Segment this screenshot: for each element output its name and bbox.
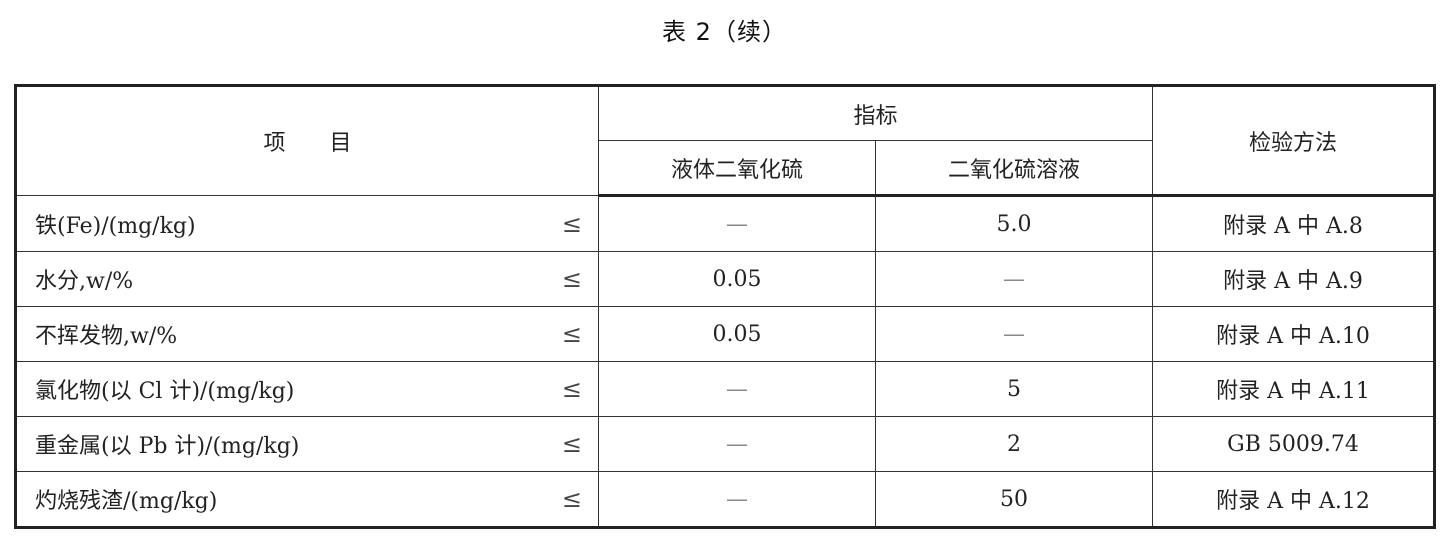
item-label: 不挥发物,w/% bbox=[35, 324, 178, 349]
liquid-so2-value: — bbox=[598, 471, 876, 528]
item-cell: 重金属(以 Pb 计)/(mg/kg) ≤ bbox=[15, 416, 599, 472]
table-row: 氯化物(以 Cl 计)/(mg/kg) ≤ — 5 附录 A 中 A.11 bbox=[15, 361, 1436, 417]
item-cell: 灼烧残渣/(mg/kg) ≤ bbox=[15, 471, 599, 528]
table-row: 灼烧残渣/(mg/kg) ≤ — 50 附录 A 中 A.12 bbox=[15, 471, 1436, 528]
method-value: GB 5009.74 bbox=[1152, 416, 1436, 472]
item-label: 灼烧残渣/(mg/kg) bbox=[35, 489, 218, 514]
item-cell: 铁(Fe)/(mg/kg) ≤ bbox=[15, 195, 599, 252]
less-equal-sign: ≤ bbox=[561, 265, 582, 293]
item-label: 铁(Fe)/(mg/kg) bbox=[35, 213, 196, 239]
less-equal-sign: ≤ bbox=[561, 320, 582, 348]
so2-solution-value: — bbox=[874, 306, 1154, 362]
method-value: 附录 A 中 A.11 bbox=[1152, 361, 1436, 417]
item-label: 水分,w/% bbox=[35, 269, 134, 294]
item-label: 氯化物(以 Cl 计)/(mg/kg) bbox=[35, 379, 295, 404]
table-title: 表 2（续） bbox=[662, 18, 787, 46]
method-value: 附录 A 中 A.9 bbox=[1152, 251, 1436, 307]
item-cell: 水分,w/% ≤ bbox=[15, 251, 599, 307]
item-cell: 不挥发物,w/% ≤ bbox=[15, 306, 599, 362]
spec-table: 项 目 指标 检验方法 液体二氧化硫 二氧化硫溶液 铁(Fe)/(mg/kg) ≤… bbox=[14, 84, 1437, 529]
header-so2-solution: 二氧化硫溶液 bbox=[874, 140, 1154, 197]
header-liquid-so2: 液体二氧化硫 bbox=[598, 140, 876, 197]
table-row: 重金属(以 Pb 计)/(mg/kg) ≤ — 2 GB 5009.74 bbox=[15, 416, 1436, 472]
so2-solution-value: 5.0 bbox=[874, 195, 1154, 252]
so2-solution-value: 5 bbox=[874, 361, 1154, 417]
less-equal-sign: ≤ bbox=[561, 430, 582, 458]
liquid-so2-value: — bbox=[598, 361, 876, 417]
header-indicator: 指标 bbox=[597, 85, 1154, 141]
method-value: 附录 A 中 A.12 bbox=[1152, 471, 1436, 528]
so2-solution-value: 2 bbox=[874, 416, 1154, 472]
less-equal-sign: ≤ bbox=[561, 375, 582, 403]
so2-solution-value: 50 bbox=[874, 471, 1154, 528]
liquid-so2-value: 0.05 bbox=[598, 306, 876, 362]
less-equal-sign: ≤ bbox=[561, 209, 582, 238]
less-equal-sign: ≤ bbox=[561, 485, 582, 513]
table-row: 铁(Fe)/(mg/kg) ≤ — 5.0 附录 A 中 A.8 bbox=[15, 195, 1436, 252]
so2-solution-value: — bbox=[874, 251, 1154, 307]
liquid-so2-value: 0.05 bbox=[598, 251, 876, 307]
item-cell: 氯化物(以 Cl 计)/(mg/kg) ≤ bbox=[15, 361, 599, 417]
header-method: 检验方法 bbox=[1152, 85, 1436, 197]
header-item: 项 目 bbox=[15, 85, 599, 196]
table-row: 水分,w/% ≤ 0.05 — 附录 A 中 A.9 bbox=[15, 251, 1436, 307]
liquid-so2-value: — bbox=[598, 416, 876, 472]
method-value: 附录 A 中 A.8 bbox=[1152, 195, 1436, 252]
liquid-so2-value: — bbox=[598, 195, 876, 252]
table-row: 不挥发物,w/% ≤ 0.05 — 附录 A 中 A.10 bbox=[15, 306, 1436, 362]
method-value: 附录 A 中 A.10 bbox=[1152, 306, 1436, 362]
item-label: 重金属(以 Pb 计)/(mg/kg) bbox=[35, 434, 300, 459]
